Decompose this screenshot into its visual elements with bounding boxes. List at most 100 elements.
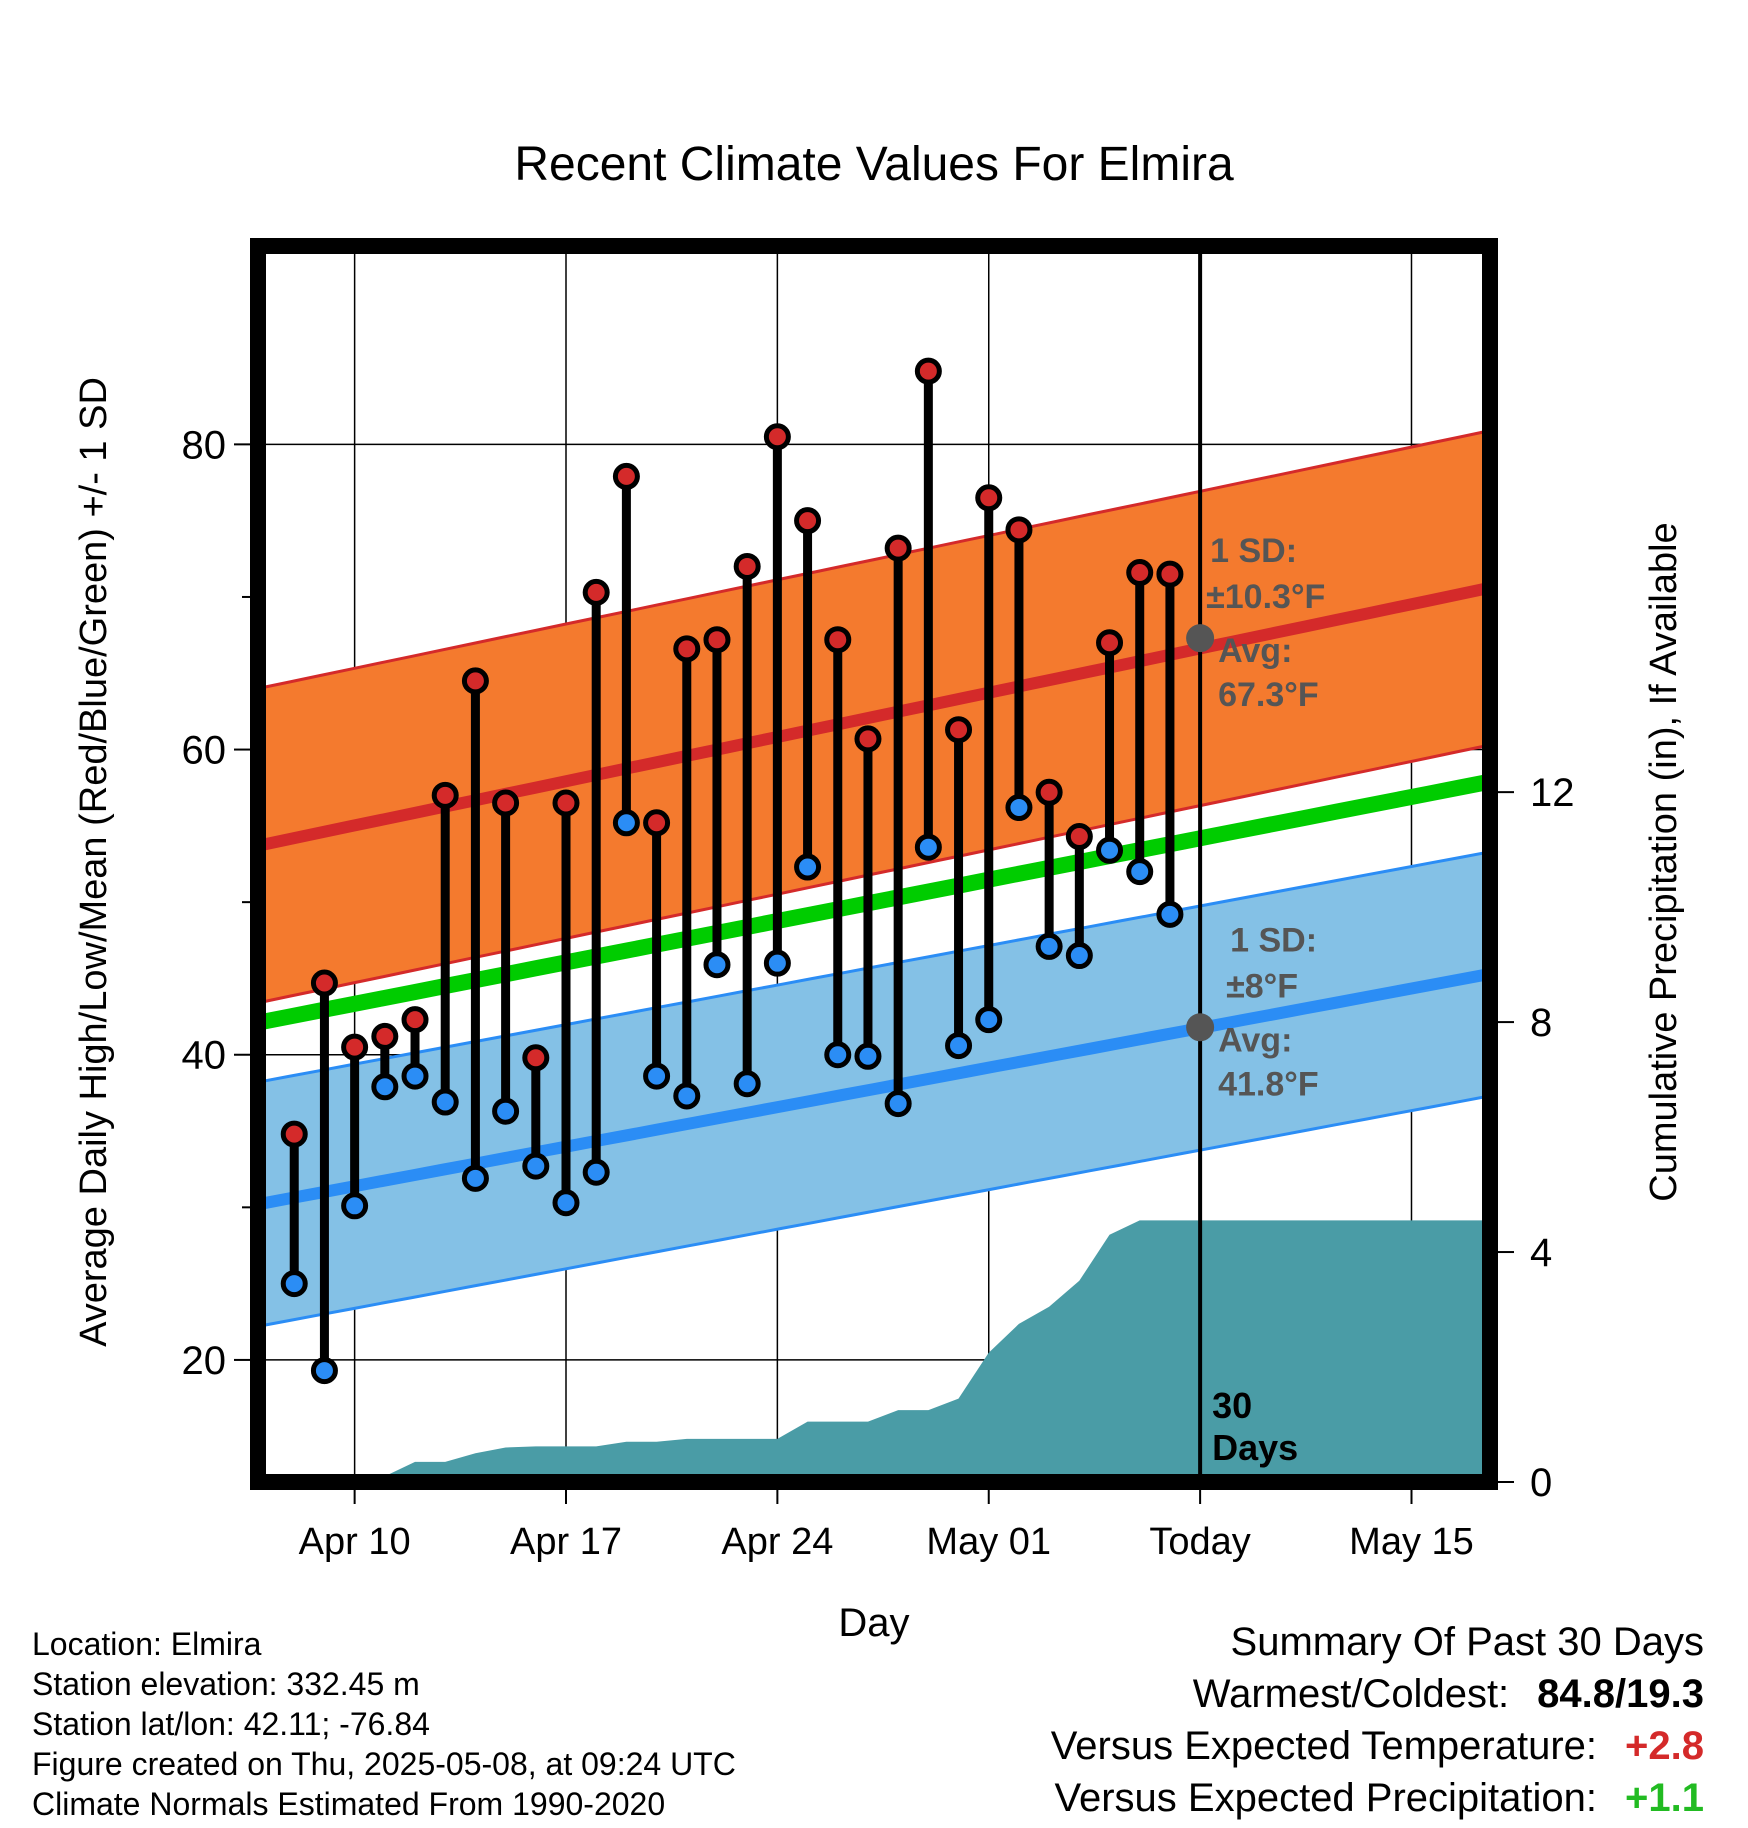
high-normal-line xyxy=(256,581,1492,852)
high-temp-point xyxy=(945,716,973,744)
low-temp-point xyxy=(1005,794,1033,822)
y-right-tick-label: 0 xyxy=(1530,1461,1552,1505)
low-temp-point xyxy=(673,1082,701,1110)
low-temp-point xyxy=(763,949,791,977)
x-tick-label: May 01 xyxy=(926,1521,1051,1563)
low-temp-point xyxy=(431,1088,459,1116)
high-sd-label: 1 SD: xyxy=(1210,532,1297,570)
x-tick-label: Today xyxy=(1149,1521,1250,1563)
location-text: Location: Elmira xyxy=(32,1626,262,1662)
y-left-tick-label: 80 xyxy=(182,423,227,467)
high-avg-marker xyxy=(1186,624,1215,653)
low-sd-label: 1 SD: xyxy=(1230,921,1317,959)
low-temp-point xyxy=(643,1062,671,1090)
low-temp-point xyxy=(461,1164,489,1192)
high-sd-upper-line xyxy=(257,429,1491,690)
high-temp-point xyxy=(1035,778,1063,806)
low-temp-point xyxy=(914,833,942,861)
high-temp-point xyxy=(341,1033,369,1061)
low-temp-point xyxy=(703,951,731,979)
low-temp-point xyxy=(975,1006,1003,1034)
low-sd-lower-line xyxy=(257,1094,1491,1328)
station-info: Location: Elmira Station elevation: 332.… xyxy=(32,1624,736,1824)
low-temp-point xyxy=(612,809,640,837)
y-left-tick-label: 40 xyxy=(182,1034,227,1078)
y-right-tick-label: 12 xyxy=(1530,771,1575,815)
elevation-text: Station elevation: 332.45 m xyxy=(32,1666,420,1702)
plot-area: 1 SD: ±10.3°F Avg: 67.3°F 1 SD: ±8°F Avg: 41.8°… xyxy=(182,238,1575,1563)
high-temp-point xyxy=(280,1120,308,1148)
temp-value: +2.8 xyxy=(1625,1724,1704,1768)
low-temp-point xyxy=(884,1090,912,1118)
x-tick-label: May 15 xyxy=(1349,1521,1474,1563)
precip-label: Versus Expected Precipitation: xyxy=(1054,1776,1598,1820)
high-temp-point xyxy=(824,626,852,654)
low-temp-point xyxy=(401,1062,429,1090)
warm-cold-label: Warmest/Coldest: xyxy=(1192,1672,1510,1716)
high-temp-point xyxy=(492,789,520,817)
high-temp-point xyxy=(763,423,791,451)
high-temp-point xyxy=(371,1022,399,1050)
high-temp-point xyxy=(733,552,761,580)
y-left-tick-label: 20 xyxy=(182,1339,227,1383)
low-avg-marker xyxy=(1186,1013,1215,1042)
created-text: Figure created on Thu, 2025-05-08, at 09… xyxy=(32,1746,736,1782)
high-temp-point xyxy=(431,781,459,809)
low-temp-point xyxy=(310,1357,338,1385)
x-tick-label: Apr 17 xyxy=(510,1521,622,1563)
low-temp-point xyxy=(492,1097,520,1125)
y-axis-right-label: Cumulative Precipitation (in), If Availa… xyxy=(1643,522,1685,1201)
low-temp-point xyxy=(824,1041,852,1069)
low-temp-point xyxy=(945,1032,973,1060)
x-axis-label: Day xyxy=(838,1601,909,1645)
low-temp-point xyxy=(280,1270,308,1298)
y-axis-left-label: Average Daily High/Low/Mean (Red/Blue/Gr… xyxy=(73,377,115,1347)
high-temp-point xyxy=(1005,516,1033,544)
low-temp-point xyxy=(341,1192,369,1220)
low-avg-value: 41.8°F xyxy=(1218,1065,1319,1103)
high-temp-point xyxy=(1156,560,1184,588)
summary-temp: Versus Expected Temperature: +2.8 xyxy=(1051,1724,1704,1769)
warm-cold-value: 84.8/19.3 xyxy=(1537,1672,1704,1716)
low-temp-point xyxy=(522,1152,550,1180)
high-temp-point xyxy=(1065,823,1093,851)
low-temp-point xyxy=(1065,942,1093,970)
normals-text: Climate Normals Estimated From 1990-2020 xyxy=(32,1786,666,1822)
high-avg-value: 67.3°F xyxy=(1218,676,1319,714)
low-temp-point xyxy=(1156,900,1184,928)
temp-label: Versus Expected Temperature: xyxy=(1050,1724,1598,1768)
low-sd-upper-line xyxy=(257,850,1491,1084)
chart-title: Recent Climate Values For Elmira xyxy=(514,138,1234,191)
summary-warm-cold: Warmest/Coldest: 84.8/19.3 xyxy=(1193,1672,1704,1717)
high-temp-point xyxy=(975,484,1003,512)
high-temp-point xyxy=(703,626,731,654)
low-temp-point xyxy=(794,853,822,881)
low-temp-point xyxy=(1126,858,1154,886)
high-temp-point xyxy=(310,969,338,997)
y-right-tick-label: 8 xyxy=(1530,1001,1552,1045)
high-temp-point xyxy=(582,578,610,606)
low-temp-point xyxy=(552,1189,580,1217)
high-temp-point xyxy=(1096,629,1124,657)
low-normal-line xyxy=(256,968,1492,1211)
y-right-tick-label: 4 xyxy=(1530,1231,1552,1275)
high-sd-lower-line xyxy=(257,743,1491,1005)
x-tick-label: Apr 24 xyxy=(721,1521,833,1563)
x-tick-label: Apr 10 xyxy=(299,1521,411,1563)
low-temp-point xyxy=(1035,932,1063,960)
precip-value: +1.1 xyxy=(1625,1776,1704,1820)
high-sd-value: ±10.3°F xyxy=(1206,578,1325,616)
high-temp-point xyxy=(522,1044,550,1072)
low-temp-point xyxy=(371,1073,399,1101)
high-temp-point xyxy=(673,635,701,663)
low-sd-value: ±8°F xyxy=(1226,967,1298,1005)
high-temp-point xyxy=(1126,559,1154,587)
high-temp-point xyxy=(401,1006,429,1034)
days-count-label: 30 xyxy=(1212,1385,1252,1426)
high-temp-point xyxy=(854,725,882,753)
low-temp-point xyxy=(733,1070,761,1098)
summary-precip: Versus Expected Precipitation: +1.1 xyxy=(1055,1776,1705,1821)
y-left-tick-label: 60 xyxy=(182,729,227,773)
low-avg-label: Avg: xyxy=(1218,1021,1292,1059)
high-temp-point xyxy=(552,789,580,817)
